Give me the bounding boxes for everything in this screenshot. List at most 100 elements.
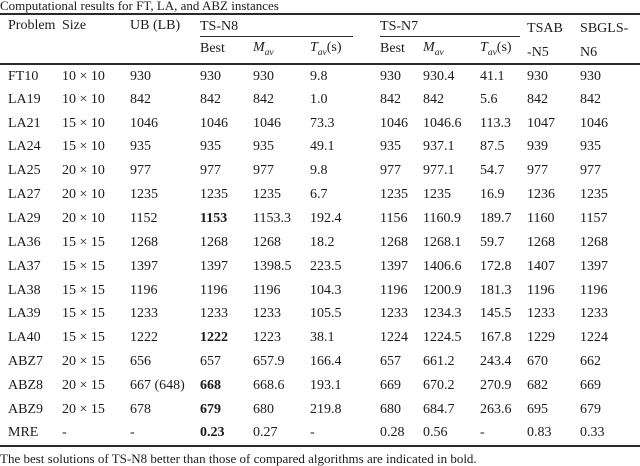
- cell-size: 10 × 10: [62, 91, 105, 107]
- table-row: LA40 15 × 15 1222 1222 1223 38.1 1224 1224.5 167…: [0, 326, 640, 350]
- cell-ts-n7-tav: 189.7: [480, 210, 512, 226]
- cell-size: 15 × 10: [62, 115, 105, 131]
- cell-problem: ABZ9: [8, 401, 43, 417]
- results-table: Problem Size UB (LB) TS-N8 TS-N7 TSAB -N…: [0, 13, 640, 447]
- cell-ts-n8-tav: 1.0: [310, 91, 328, 107]
- table-row: ABZ8 20 × 15 667 (648) 668 668.6 193.1 669 670.…: [0, 374, 640, 398]
- cell-ts-n8-mav: 1398.5: [253, 258, 292, 274]
- table-row: MRE - - 0.23 0.27 - 0.28 0.56 - 0.83 0.33: [0, 422, 640, 446]
- cell-ts-n7-best: 0.28: [380, 425, 405, 441]
- cell-ub-lb: 842: [130, 91, 151, 107]
- table-row: ABZ7 20 × 15 656 657 657.9 166.4 657 661.2 243.4…: [0, 350, 640, 374]
- cell-ts-n8-tav: 73.3: [310, 115, 335, 131]
- table-row: LA27 20 × 10 1235 1235 1235 6.7 1235 1235 16.9 12…: [0, 183, 640, 207]
- cell-ts-n7-best: 1224: [380, 330, 409, 346]
- cell-tsab-n5: 1229: [527, 330, 556, 346]
- table-row: FT10 10 × 10 930 930 930 9.8 930 930.4 41.1 930 93…: [0, 64, 640, 88]
- cell-tsab-n5: 842: [527, 91, 549, 107]
- cell-tsab-n5: 1047: [527, 115, 556, 131]
- cell-ts-n7-tav: 54.7: [480, 163, 505, 179]
- cell-ts-n7-tav: 113.3: [480, 115, 511, 131]
- cell-ts-n7-mav: 684.7: [423, 401, 455, 417]
- cell-sbgls-n6: 1157: [580, 210, 608, 226]
- cell-ts-n7-mav: 1234.3: [423, 306, 462, 322]
- cell-tsab-n5: 1233: [527, 306, 556, 322]
- cell-ub-lb: -: [130, 425, 135, 441]
- cell-tsab-n5: 977: [527, 163, 549, 179]
- cell-ub-lb: 1152: [130, 210, 158, 226]
- cell-ts-n8-best: 1046: [200, 115, 228, 131]
- table-row: LA21 15 × 10 1046 1046 1046 73.3 1046 1046.6 113…: [0, 112, 640, 136]
- cell-ts-n8-mav: 657.9: [253, 354, 285, 370]
- table-body: FT10 10 × 10 930 930 930 9.8 930 930.4 41.1 930 93…: [0, 64, 640, 446]
- cell-ts-n7-best: 977: [380, 163, 402, 179]
- tsab-label-line2: -N5: [527, 45, 549, 60]
- column-header-tsab-n5: TSAB -N5: [527, 14, 580, 64]
- column-header-size: Size: [62, 18, 87, 33]
- cell-ts-n8-tav: 192.4: [310, 210, 342, 226]
- cell-problem: LA37: [8, 258, 41, 274]
- cell-ts-n8-best: 930: [200, 69, 221, 85]
- table-header: Problem Size UB (LB) TS-N8 TS-N7 TSAB -N…: [0, 14, 640, 64]
- cell-ts-n8-mav: 0.27: [253, 425, 278, 441]
- cell-problem: ABZ8: [8, 377, 43, 393]
- cell-ts-n7-tav: 41.1: [480, 69, 505, 85]
- cell-ts-n8-tav: 104.3: [310, 282, 342, 298]
- cell-problem: LA27: [8, 187, 41, 203]
- cell-tsab-n5: 939: [527, 139, 549, 155]
- cell-ts-n7-mav: 930.4: [423, 69, 455, 85]
- cell-ts-n7-mav: 1160.9: [423, 210, 461, 226]
- cell-ts-n8-tav: 9.8: [310, 69, 328, 85]
- cell-ts-n8-mav: 680: [253, 401, 274, 417]
- table-footnote: The best solutions of TS-N8 better than …: [0, 450, 477, 466]
- cell-ts-n8-best: 657: [200, 354, 221, 370]
- cell-ts-n7-mav: 937.1: [423, 139, 455, 155]
- table-caption: Computational results for FT, LA, and AB…: [0, 0, 279, 13]
- cell-ts-n7-best: 842: [380, 91, 402, 107]
- cell-ts-n7-best: 1233: [380, 306, 409, 322]
- group-header-ts-n8-label: TS-N8: [200, 18, 353, 37]
- subheader-ts-n7-best: Best: [380, 40, 405, 56]
- subheader-ts-n8-mav: Mav: [253, 39, 274, 58]
- cell-size: 10 × 10: [62, 69, 105, 85]
- cell-ub-lb: 1268: [130, 234, 158, 250]
- cell-problem: MRE: [8, 425, 39, 441]
- table-row: LA19 10 × 10 842 842 842 1.0 842 842 5.6 842 842: [0, 88, 640, 112]
- cell-sbgls-n6: 1268: [580, 234, 609, 250]
- subheader-ts-n8-tav: Tav(s): [310, 39, 342, 58]
- cell-ub-lb: 1235: [130, 187, 158, 203]
- cell-size: 15 × 10: [62, 139, 105, 155]
- cell-ts-n7-tav: 167.8: [480, 330, 512, 346]
- cell-ts-n8-mav: 1268: [253, 234, 281, 250]
- cell-ts-n8-mav: 1235: [253, 187, 281, 203]
- cell-ts-n8-tav: 38.1: [310, 330, 335, 346]
- cell-tsab-n5: 695: [527, 401, 549, 417]
- cell-ts-n7-best: 657: [380, 354, 402, 370]
- cell-ts-n7-mav: 1224.5: [423, 330, 462, 346]
- cell-ts-n7-tav: 270.9: [480, 377, 512, 393]
- table-row: LA25 20 × 10 977 977 977 9.8 977 977.1 54.7 977 97…: [0, 159, 640, 183]
- group-header-ts-n7: TS-N7: [380, 14, 527, 37]
- cell-ts-n7-mav: 977.1: [423, 163, 455, 179]
- cell-problem: FT10: [8, 69, 39, 85]
- cell-problem: LA39: [8, 306, 41, 322]
- cell-tsab-n5: 1268: [527, 234, 556, 250]
- sbgls-label-line2: N6: [580, 45, 598, 60]
- cell-ts-n8-best: 1222: [200, 330, 228, 346]
- cell-ts-n8-best: 1397: [200, 258, 228, 274]
- cell-ts-n8-best: 1153: [200, 210, 228, 226]
- cell-size: 20 × 10: [62, 210, 105, 226]
- cell-ub-lb: 1397: [130, 258, 158, 274]
- cell-size: 20 × 15: [62, 377, 105, 393]
- cell-problem: LA19: [8, 91, 41, 107]
- cell-ub-lb: 1222: [130, 330, 158, 346]
- cell-ts-n7-mav: 670.2: [423, 377, 455, 393]
- cell-ts-n8-mav: 1196: [253, 282, 281, 298]
- cell-ts-n8-best: 0.23: [200, 425, 225, 441]
- cell-size: 15 × 15: [62, 258, 105, 274]
- cell-ts-n8-tav: 193.1: [310, 377, 342, 393]
- cell-ts-n7-best: 669: [380, 377, 402, 393]
- cell-ts-n7-tav: 181.3: [480, 282, 512, 298]
- cell-ts-n7-tav: 172.8: [480, 258, 512, 274]
- table-row: LA24 15 × 10 935 935 935 49.1 935 937.1 87.5 939 9…: [0, 136, 640, 160]
